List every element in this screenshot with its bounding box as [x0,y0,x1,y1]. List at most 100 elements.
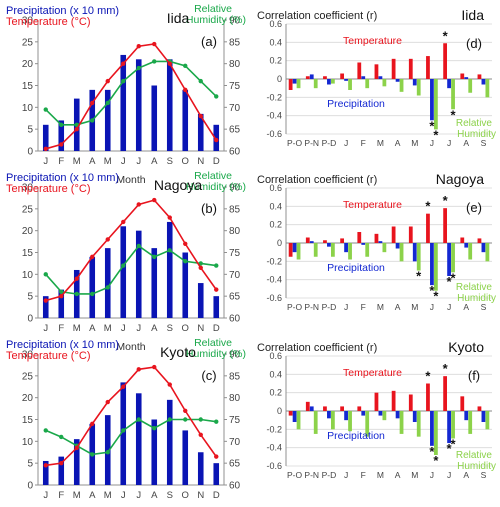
temperature-point [121,384,126,389]
precipitation-bar [42,460,49,485]
x-tick-label: M [411,302,418,312]
temperature-corr-bar [391,226,396,243]
humidity-corr-bar [433,411,438,455]
x-tick-label: P-D [322,138,337,148]
precipitation-bar [58,456,65,485]
temperature-point [214,454,219,459]
precipitation-corr-bar [309,406,314,411]
temperature-point [183,408,188,413]
humidity-corr-bar [485,243,490,262]
temperature-point [152,197,157,203]
temperature-corr-bar [426,56,430,79]
y-tick-label: 0 [277,74,282,84]
precipitation-corr-bar [395,243,400,249]
humidity-corr-bar [330,79,335,84]
x-tick-label: J [344,470,348,480]
y-tick-label-left: 15 [22,248,34,259]
x-tick-label: A [151,156,158,167]
y-tick-label: 0.2 [269,388,282,398]
x-tick-label: F [361,138,366,148]
x-tick-label: S [481,302,487,312]
x-axis-title: Month [116,174,145,186]
x-tick-label: O [182,156,189,167]
x-tick-label: N [197,490,204,501]
precipitation-corr-bar [378,411,383,416]
panel-site-title: Iida [167,10,190,26]
significance-mark: * [451,437,457,452]
humidity-corr-bar [382,79,387,87]
label-temperature: Temperature [343,35,402,47]
y-tick-label-left: 5 [27,459,33,470]
precipitation-bar [120,54,127,151]
x-tick-label: A [463,302,469,312]
x-tick-label: J [43,323,48,334]
temperature-point [198,265,203,270]
x-tick-label: M [73,156,81,167]
y-tick-label-left: 30 [22,183,34,194]
precipitation-bar [166,221,173,318]
significance-mark: * [425,199,431,214]
x-tick-label: M [411,138,418,148]
y-tick-label-left: 15 [22,415,34,426]
x-tick-label: S [481,138,487,148]
y-tick-label-right: 90 [229,183,241,194]
x-tick-label: N [197,323,204,334]
humidity-corr-bar [433,79,438,130]
precipitation-bar [166,59,173,151]
x-tick-label: S [167,490,173,501]
precipitation-corr-bar [481,411,486,422]
panel-letter: (e) [466,200,482,215]
temperature-corr-bar [323,406,327,411]
humidity-corr-bar [365,243,370,257]
temperature-point [198,432,203,437]
x-tick-label: M [104,156,112,167]
humidity-point [59,122,64,128]
x-tick-label: F [361,470,366,480]
humidity-point [198,78,203,84]
x-tick-label: P-N [304,470,319,480]
legend-precipitation: Precipitation (x 10 mm) [6,172,119,184]
temperature-corr-bar [391,390,396,411]
y-tick-label-right: 80 [229,59,241,70]
humidity-point [59,289,64,294]
panel-letter: (c) [201,368,216,383]
precipitation-bar [197,113,204,151]
precipitation-corr-bar [464,77,469,79]
precipitation-bar [73,439,80,485]
temperature-point [167,215,172,220]
humidity-corr-bar [451,243,455,273]
temperature-corr-bar [443,43,448,79]
legend-precipitation: Precipitation (x 10 mm) [6,339,119,351]
humidity-corr-bar [382,411,387,421]
significance-mark: * [443,193,449,208]
humidity-corr-bar [399,79,404,92]
y-tick-label-left: 25 [22,204,34,215]
y-tick-label-left: 20 [22,226,34,237]
precipitation-corr-bar [412,411,417,422]
humidity-point [136,65,141,71]
temperature-corr-bar [477,238,482,243]
humidity-point [105,100,110,106]
precipitation-corr-bar [344,411,348,421]
significance-mark: * [443,28,449,43]
humidity-point [214,94,219,99]
x-tick-label: M [104,490,112,501]
x-tick-label: M [411,470,418,480]
x-tick-label: P-D [322,302,337,312]
legend-temperature: Temperature (°C) [6,183,90,195]
y-tick-label-right: 60 [229,314,241,325]
x-tick-label: S [167,156,173,167]
y-tick-label: -0.2 [266,424,282,434]
y-tick-label-left: 25 [22,37,34,48]
correlation-panel-e: -0.6-0.4-0.200.20.40.6*******P-O P-N P-D J F… [257,171,496,312]
temperature-point [167,382,172,387]
humidity-corr-bar [399,243,404,262]
humidity-point [183,417,188,422]
y-tick-label: -0.6 [266,461,282,471]
temperature-corr-bar [357,232,362,243]
y-tick-label: -0.6 [266,129,282,139]
legend-temperature: Temperature (°C) [6,16,90,28]
temperature-point [59,142,64,147]
x-tick-label: J [121,490,126,501]
temperature-line [45,366,217,467]
